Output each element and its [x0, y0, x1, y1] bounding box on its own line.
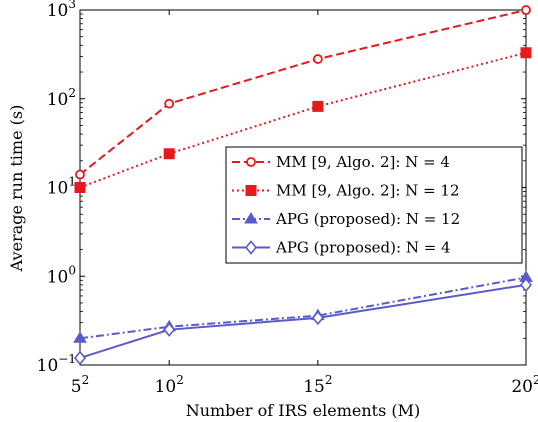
y-tick-label: 100 — [47, 263, 76, 287]
legend-label: APG (proposed): N = 4 — [275, 239, 451, 257]
legend-item: MM [9, Algo. 2]: N = 12 — [232, 182, 460, 200]
legend-item: MM [9, Algo. 2]: N = 4 — [232, 153, 450, 171]
data-point — [311, 310, 324, 326]
data-point — [73, 350, 87, 366]
legend-marker — [246, 157, 256, 167]
x-axis-title: Number of IRS elements (M) — [186, 401, 421, 420]
data-point — [521, 5, 531, 15]
y-tick-label: 102 — [47, 86, 76, 110]
y-tick-base: 10 — [47, 1, 69, 21]
legend-label: MM [9, Algo. 2]: N = 4 — [276, 153, 450, 171]
y-tick-label: 10−1 — [37, 352, 76, 376]
y-tick-base: 10 — [47, 90, 69, 110]
y-tick-exp: 1 — [68, 175, 76, 189]
legend-box — [225, 146, 523, 264]
y-tick-exp: 3 — [68, 0, 76, 11]
legend-label: MM [9, Algo. 2]: N = 12 — [276, 182, 460, 200]
data-point — [519, 277, 533, 293]
y-tick-base: 10 — [47, 267, 69, 287]
x-tick-exp: 2 — [82, 373, 90, 387]
series-line — [79, 283, 527, 359]
x-tick-exp: 2 — [325, 373, 333, 387]
legend-marker — [244, 212, 258, 224]
series-1 — [75, 5, 531, 180]
x-tick-base: 20 — [511, 377, 533, 397]
y-tick-exp: −1 — [58, 352, 76, 366]
data-point — [74, 182, 86, 193]
data-point — [75, 169, 85, 180]
x-tick-base: 10 — [155, 377, 177, 397]
series-3 — [73, 270, 533, 343]
y-tick-base: 10 — [47, 179, 69, 199]
series-line — [79, 9, 527, 176]
y-tick-label: 103 — [47, 0, 76, 21]
series-2 — [74, 47, 532, 193]
x-tick-label: 202 — [511, 373, 538, 397]
x-tick-label: 102 — [155, 373, 184, 397]
data-point — [163, 322, 176, 337]
x-tick-base: 5 — [71, 377, 82, 397]
data-point — [312, 100, 324, 112]
x-tick-base: 15 — [303, 377, 325, 397]
series-line — [79, 276, 527, 340]
data-point — [163, 148, 175, 160]
x-tick-label: 152 — [303, 373, 332, 397]
y-tick-exp: 2 — [68, 86, 76, 100]
data-point — [520, 47, 532, 59]
legend-item: APG (proposed): N = 12 — [232, 210, 460, 228]
series-4 — [73, 277, 533, 366]
legend-item: APG (proposed): N = 4 — [232, 239, 451, 257]
legend-marker — [245, 185, 257, 196]
y-tick-exp: 0 — [68, 263, 76, 277]
y-tick-base: 10 — [37, 356, 59, 376]
x-tick-exp: 2 — [533, 373, 538, 387]
data-point — [73, 331, 87, 343]
x-tick-label: 52 — [71, 373, 89, 397]
data-point — [164, 98, 175, 109]
legend: MM [9, Algo. 2]: N = 4 MM [9, Algo. 2]: N… — [225, 146, 523, 264]
legend-label: APG (proposed): N = 12 — [275, 210, 460, 228]
legend-marker — [244, 240, 258, 255]
x-tick-exp: 2 — [176, 373, 184, 387]
y-axis-title: Average run time (s) — [7, 105, 26, 273]
data-point — [312, 54, 323, 64]
y-tick-label: 101 — [47, 175, 76, 199]
series-layer — [73, 5, 533, 366]
